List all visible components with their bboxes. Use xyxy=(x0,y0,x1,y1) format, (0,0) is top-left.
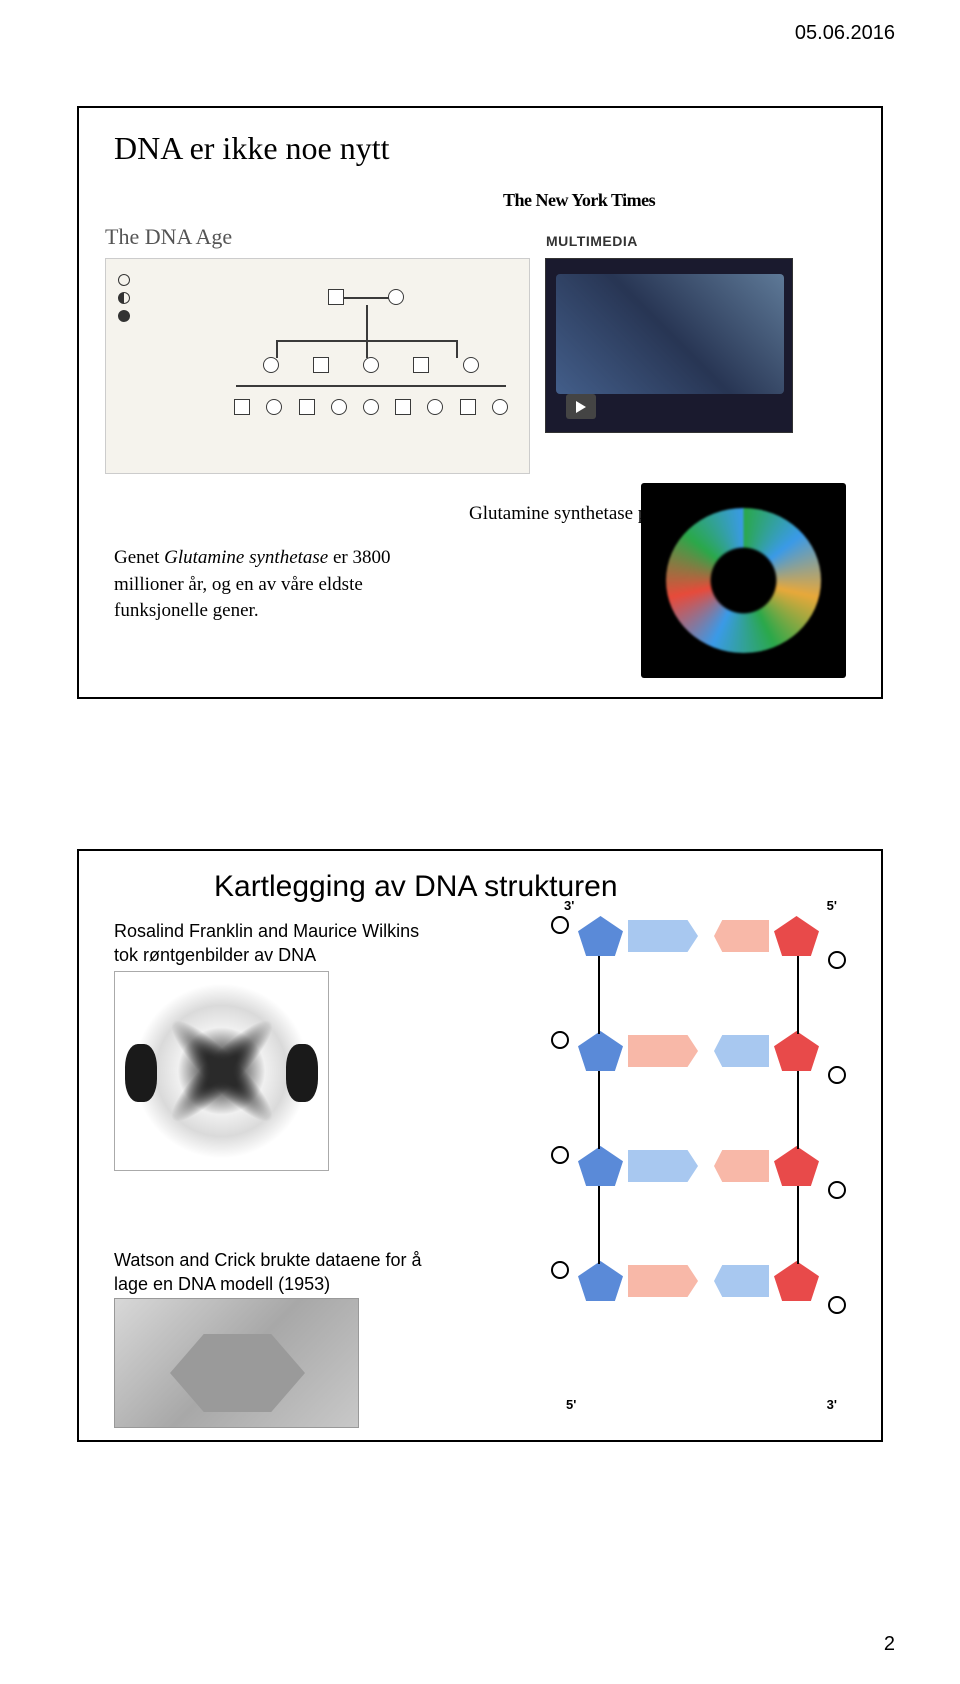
phosphate-icon xyxy=(551,1146,569,1164)
phosphate-icon xyxy=(551,1261,569,1279)
sugar-left xyxy=(578,916,623,956)
protein-structure-image xyxy=(641,483,846,678)
phosphate-icon xyxy=(828,1181,846,1199)
franklin-wilkins-text: Rosalind Franklin and Maurice Wilkins to… xyxy=(114,919,444,968)
backbone-line xyxy=(598,1071,600,1149)
sugar-right xyxy=(774,1146,819,1186)
phosphate-icon xyxy=(551,916,569,934)
backbone-line xyxy=(598,1186,600,1264)
sugar-left xyxy=(578,1146,623,1186)
dna-ladder-diagram: 3' 5' xyxy=(546,916,851,1406)
ladder-label-tr: 5' xyxy=(827,898,837,913)
base-A xyxy=(628,1150,698,1182)
play-icon xyxy=(576,401,586,413)
backbone-line xyxy=(797,1071,799,1149)
multimedia-thumbnail: MULTIMEDIA xyxy=(545,258,793,433)
ladder-label-bl: 5' xyxy=(566,1397,576,1412)
nyt-logo: The New York Times xyxy=(503,190,655,211)
play-button-icon xyxy=(566,394,596,419)
backbone-line xyxy=(797,1186,799,1264)
watson-crick-text: Watson and Crick brukte dataene for å la… xyxy=(114,1248,424,1297)
dna-helix-image xyxy=(556,274,784,394)
sugar-right xyxy=(774,1031,819,1071)
ladder-rung xyxy=(546,1261,851,1326)
sugar-right xyxy=(774,916,819,956)
gene-description: Genet Glutamine synthetase er 3800 milli… xyxy=(114,545,459,625)
gene-name-italic: Glutamine synthetase xyxy=(164,547,328,568)
ladder-label-tl: 3' xyxy=(564,898,574,913)
phosphate-icon xyxy=(551,1031,569,1049)
sugar-left xyxy=(578,1031,623,1071)
pedigree-tree xyxy=(226,279,516,459)
sugar-left xyxy=(578,1261,623,1301)
protein-ring xyxy=(666,508,821,653)
slide-2: Kartlegging av DNA strukturen Rosalind F… xyxy=(77,849,883,1442)
metal-dna-model-image xyxy=(114,1298,359,1428)
date-header: 05.06.2016 xyxy=(795,22,895,45)
sugar-right xyxy=(774,1261,819,1301)
phosphate-icon xyxy=(828,1066,846,1084)
phosphate-icon xyxy=(828,1296,846,1314)
slide-1: DNA er ikke noe nytt The New York Times … xyxy=(77,106,883,699)
backbone-line xyxy=(598,956,600,1034)
xray-cross-pattern xyxy=(157,1006,287,1136)
base-C xyxy=(628,1265,698,1297)
ladder-label-br: 3' xyxy=(827,1397,837,1412)
base-G xyxy=(628,1035,698,1067)
phosphate-icon xyxy=(828,951,846,969)
ladder-rung xyxy=(546,916,851,981)
gene-text-prefix: Genet xyxy=(114,547,164,568)
xray-blob-right xyxy=(286,1044,318,1102)
slide-1-title: DNA er ikke noe nytt xyxy=(114,130,881,167)
page-number: 2 xyxy=(884,1633,895,1656)
base-T xyxy=(714,1150,769,1182)
ladder-rung xyxy=(546,1031,851,1096)
base-A xyxy=(714,920,769,952)
slide-2-title: Kartlegging av DNA strukturen xyxy=(214,870,881,904)
backbone-line xyxy=(797,956,799,1034)
dna-age-heading: The DNA Age xyxy=(105,224,232,250)
base-G xyxy=(714,1265,769,1297)
pedigree-chart xyxy=(105,258,530,474)
xray-blob-left xyxy=(125,1044,157,1102)
pedigree-legend xyxy=(118,274,136,328)
base-C xyxy=(714,1035,769,1067)
metal-hexagon xyxy=(170,1334,305,1412)
base-T xyxy=(628,920,698,952)
ladder-rung xyxy=(546,1146,851,1211)
xray-diffraction-image xyxy=(114,971,329,1171)
multimedia-label: MULTIMEDIA xyxy=(546,233,638,249)
